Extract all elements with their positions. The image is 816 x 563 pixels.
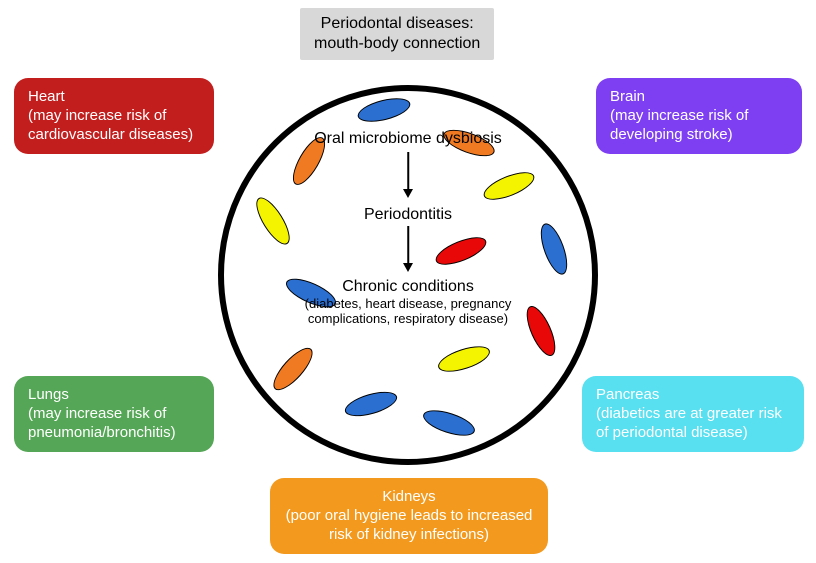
organ-desc: (may increase risk of developing stroke) <box>610 107 748 143</box>
center-label-mid: Periodontitis <box>278 206 538 224</box>
center-label-bottom: Chronic conditions <box>278 278 538 296</box>
center-label-top: Oral microbiome dysbiosis <box>278 130 538 148</box>
arrow-down-2 <box>402 226 414 272</box>
organ-title: Lungs <box>28 386 69 403</box>
organ-title: Pancreas <box>596 386 659 403</box>
organ-title: Heart <box>28 88 65 105</box>
organ-title: Brain <box>610 88 645 105</box>
title-line1: Periodontal diseases: <box>321 15 474 32</box>
organ-desc: (may increase risk of cardiovascular dis… <box>28 107 193 143</box>
organ-box-lungs: Lungs (may increase risk of pneumonia/br… <box>14 376 214 452</box>
organ-box-kidneys: Kidneys (poor oral hygiene leads to incr… <box>270 478 548 554</box>
title-line2: mouth-body connection <box>314 35 480 52</box>
diagram-stage: Periodontal diseases: mouth-body connect… <box>0 0 816 563</box>
organ-box-pancreas: Pancreas (diabetics are at greater risk … <box>582 376 804 452</box>
arrow-down-1 <box>402 152 414 198</box>
title-box: Periodontal diseases: mouth-body connect… <box>300 8 494 60</box>
organ-desc: (diabetics are at greater risk of period… <box>596 405 782 441</box>
center-label-sub: (diabetes, heart disease, pregnancy comp… <box>278 296 538 326</box>
organ-title: Kidneys <box>382 488 435 505</box>
organ-desc: (may increase risk of pneumonia/bronchit… <box>28 405 176 441</box>
organ-desc: (poor oral hygiene leads to increased ri… <box>286 507 533 543</box>
organ-box-brain: Brain (may increase risk of developing s… <box>596 78 802 154</box>
organ-box-heart: Heart (may increase risk of cardiovascul… <box>14 78 214 154</box>
